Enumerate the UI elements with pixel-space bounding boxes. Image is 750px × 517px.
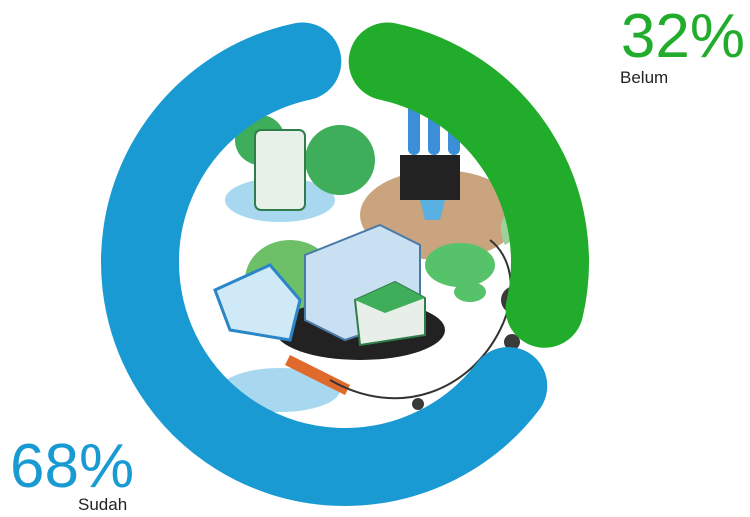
category-label: Sudah xyxy=(78,495,127,514)
donut-segment xyxy=(348,22,589,348)
labels: 68%Sudah 32%Belum xyxy=(10,2,745,514)
donut-ring xyxy=(101,22,589,506)
category-label: Belum xyxy=(620,68,668,87)
value-label: 68% xyxy=(10,432,134,501)
donut-segment xyxy=(101,22,548,506)
value-label: 32% xyxy=(621,2,745,71)
